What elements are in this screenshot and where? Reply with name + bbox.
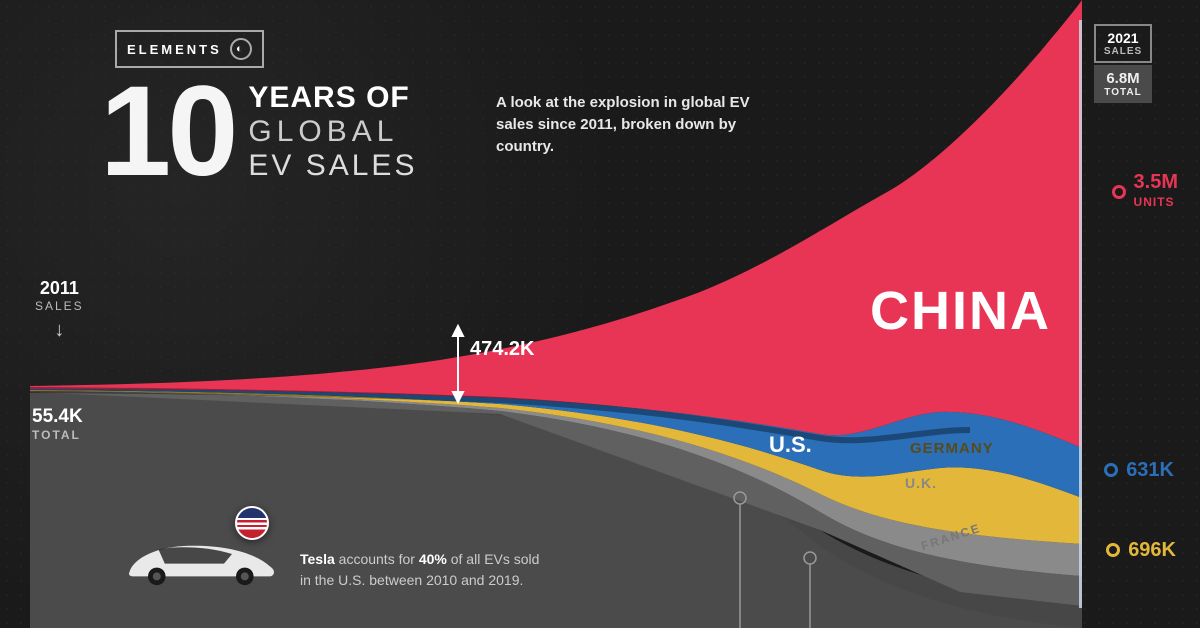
title-line-2: GLOBAL [248, 115, 417, 149]
end-year-panel: 2021 SALES 6.8M TOTAL [1094, 24, 1152, 103]
marker-dot-icon [1106, 543, 1120, 557]
start-year-stat: 2011 SALES ↓ [35, 278, 84, 342]
marker-dot-icon [1104, 463, 1118, 477]
tesla-lead: Tesla [300, 551, 335, 567]
title-line-3: EV SALES [248, 149, 417, 183]
marker-china-value: 3.5M [1134, 171, 1178, 193]
end-year-vertical-line [1079, 20, 1082, 608]
marker-us-value: 631K [1126, 460, 1174, 480]
marker-germany: 696K [1106, 540, 1176, 560]
end-year-label: SALES [1096, 46, 1150, 57]
down-arrow-icon: ↓ [35, 319, 84, 342]
end-year-box: 2021 SALES [1094, 24, 1152, 63]
title-number: 10 [100, 78, 234, 187]
title-line-1: YEARS OF [248, 81, 417, 115]
us-flag-icon [235, 506, 269, 540]
brand-globe-icon: ◐ [230, 38, 252, 60]
region-label-uk: U.K. [905, 475, 937, 491]
subtitle-text: A look at the explosion in global EV sal… [496, 92, 766, 157]
end-total-box: 6.8M TOTAL [1094, 65, 1152, 103]
marker-china-unit: UNITS [1134, 195, 1175, 209]
start-total: 55.4K TOTAL [32, 406, 83, 442]
start-year-label: SALES [35, 299, 84, 313]
brand-label: ELEMENTS [127, 42, 222, 57]
start-total-value: 55.4K [32, 406, 83, 427]
end-total-label: TOTAL [1094, 87, 1152, 98]
car-illustration [120, 536, 280, 588]
end-year-value: 2021 [1107, 30, 1138, 46]
start-total-label: TOTAL [32, 428, 83, 442]
end-total-value: 6.8M [1106, 70, 1139, 87]
title-block: 10 YEARS OF GLOBAL EV SALES [100, 78, 417, 187]
marker-us: 631K [1104, 460, 1174, 480]
start-year-value: 2011 [35, 278, 84, 299]
mid-year-callout: 474.2K [470, 338, 535, 361]
region-label-us: U.S. [769, 432, 812, 458]
marker-china: 3.5M UNITS [1112, 172, 1178, 211]
marker-dot-icon [1112, 185, 1126, 199]
tesla-pct: 40% [419, 551, 447, 567]
region-label-china: CHINA [870, 280, 1051, 342]
marker-germany-value: 696K [1128, 540, 1176, 560]
tesla-fact-text: Tesla accounts for 40% of all EVs sold i… [300, 549, 550, 590]
region-label-germany: GERMANY [910, 440, 994, 457]
